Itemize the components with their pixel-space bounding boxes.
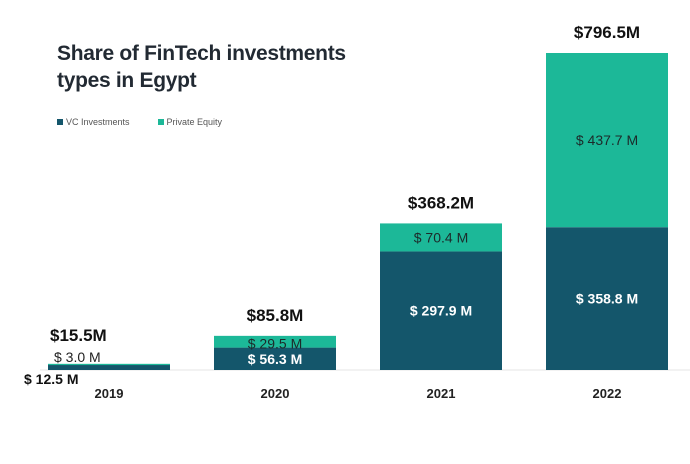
legend-swatch: [57, 119, 63, 125]
data-label-vc: $ 12.5 M: [24, 371, 78, 387]
bar-segment-vc-2021: [380, 251, 502, 370]
total-label: $85.8M: [247, 306, 304, 325]
legend-swatch: [157, 119, 164, 125]
bar-segment-pe-2020: [214, 335, 336, 348]
data-label-pe: $ 437.7 M: [576, 132, 638, 148]
data-label-pe: $ 70.4 M: [414, 229, 468, 245]
bar-segment-pe-2022: [546, 53, 668, 228]
total-label: $796.5M: [574, 23, 640, 42]
legend: VC Investments Private Equity: [57, 117, 222, 127]
data-label-pe: $ 29.5 M: [248, 336, 302, 352]
bar-segment-vc-2022: [546, 227, 668, 370]
chart-title: Share of FinTech investments types in Eg…: [57, 42, 346, 92]
x-tick-label: 2022: [593, 386, 622, 401]
x-tick-label: 2020: [261, 386, 290, 401]
bar-segment-vc-2019: [48, 365, 170, 370]
total-label: $15.5M: [50, 326, 107, 345]
legend-label: Private Equity: [166, 117, 223, 127]
data-label-pe: $ 3.0 M: [54, 349, 101, 365]
bar-segment-pe-2021: [380, 223, 502, 252]
bar-segment-pe-2019: [48, 363, 170, 366]
legend-item-pe: Private Equity: [157, 117, 223, 127]
data-label-vc: $ 56.3 M: [248, 351, 302, 367]
bar-segment-vc-2020: [214, 347, 336, 370]
data-label-vc: $ 297.9 M: [410, 303, 472, 319]
total-label: $368.2M: [408, 193, 474, 212]
legend-label: VC Investments: [66, 117, 130, 127]
data-label-vc: $ 358.8 M: [576, 291, 638, 307]
legend-item-vc: VC Investments: [57, 117, 130, 127]
x-tick-label: 2019: [95, 386, 124, 401]
x-tick-label: 2021: [427, 386, 456, 401]
